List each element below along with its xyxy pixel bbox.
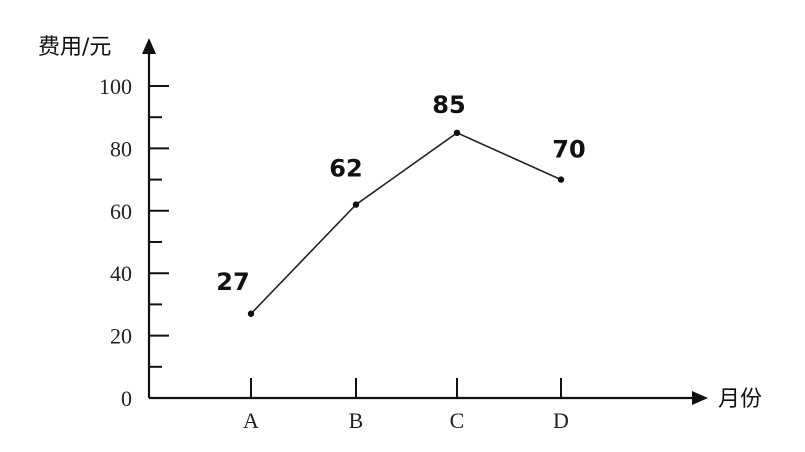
series-line [250, 131, 562, 315]
y-axis-label: 费用/元 [38, 35, 111, 60]
y-tick-label: 20 [110, 324, 132, 349]
series-group: 27 62 85 70 [216, 91, 586, 317]
data-label: 70 [552, 136, 585, 164]
data-point [453, 129, 461, 136]
data-point [352, 201, 360, 208]
x-axis-label: 月份 [718, 387, 762, 412]
data-label: 85 [432, 91, 465, 119]
data-point [557, 176, 565, 183]
x-tick-label: B [349, 408, 364, 433]
axes [142, 38, 708, 405]
y-tick-label: 80 [110, 136, 132, 161]
data-point [247, 310, 255, 317]
x-axis-ticks: A B C D [243, 378, 569, 433]
y-tick-label: 100 [99, 74, 132, 99]
x-tick-label: D [553, 408, 569, 433]
data-label: 62 [329, 155, 362, 183]
x-axis-arrow [692, 391, 708, 405]
y-tick-label: 0 [121, 386, 132, 411]
y-axis-arrow [142, 38, 156, 54]
y-axis-ticks: 0 20 40 60 80 100 [99, 74, 169, 411]
y-tick-label: 60 [110, 199, 132, 224]
y-tick-label: 40 [110, 261, 132, 286]
x-tick-label: A [243, 408, 259, 433]
x-tick-label: C [450, 408, 465, 433]
data-label: 27 [216, 268, 249, 296]
